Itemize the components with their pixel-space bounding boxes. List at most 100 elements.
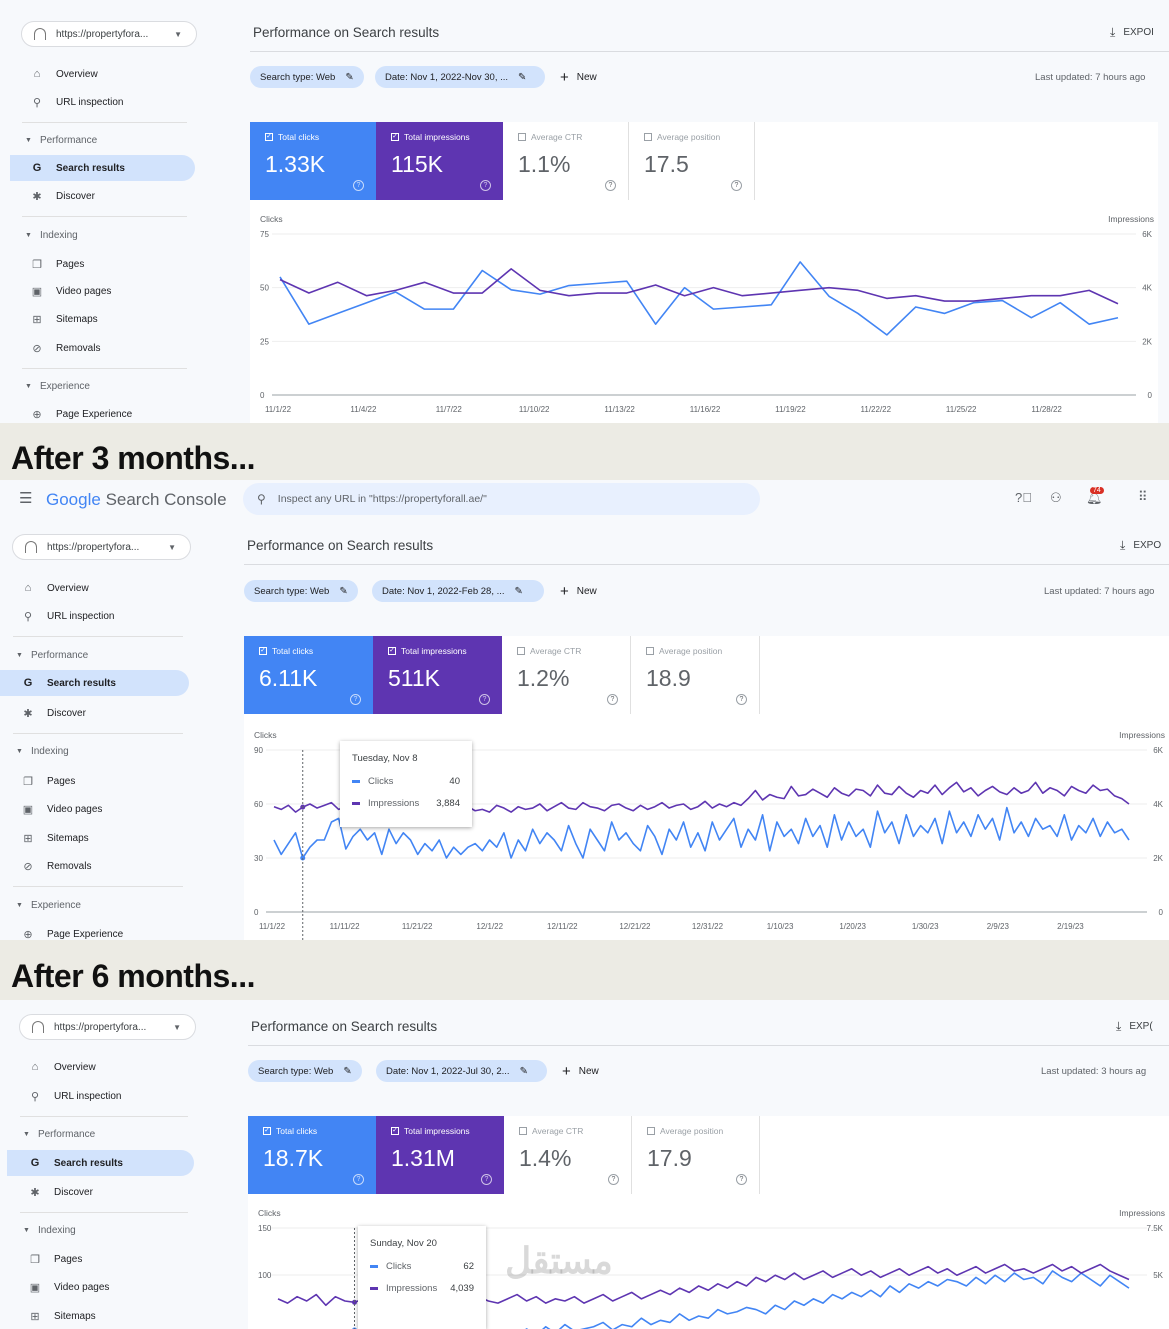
sidebar-item-pages[interactable]: ❐ Pages (28, 1246, 82, 1272)
sidebar-item-discover[interactable]: ✱ Discover (28, 1179, 93, 1205)
help-icon[interactable]: ? (353, 1174, 364, 1185)
metric-total-impressions[interactable]: ✓ Total impressions 511K ? (373, 636, 502, 714)
sidebar-item-removals[interactable]: ⊘ Removals (21, 853, 91, 879)
help-icon[interactable]: ?⃝ (1015, 490, 1032, 505)
sidebar-item-discover[interactable]: ✱ Discover (21, 700, 86, 726)
metric-average-ctr[interactable]: Average CTR 1.2% ? (502, 636, 631, 714)
y-axis-title-clicks: Clicks (260, 214, 283, 224)
section-indexing[interactable]: ▼ Indexing (23, 1225, 76, 1236)
y-tick-label: 4K (1142, 284, 1152, 293)
metric-average-position[interactable]: Average position 17.9 ? (632, 1116, 760, 1194)
clicks-swatch (370, 1265, 378, 1268)
help-icon[interactable]: ? (736, 694, 747, 705)
menu-icon[interactable]: ☰ (19, 490, 33, 507)
sidebar-item-page-experience[interactable]: ⊕ Page Experience (30, 401, 132, 423)
collapse-icon: ▼ (23, 1131, 30, 1138)
sidebar-item-video-pages[interactable]: ▣ Video pages (30, 278, 112, 304)
export-button[interactable]: ⤓ EXPOI (1110, 25, 1154, 40)
sidebar-item-search-results[interactable]: G Search results (10, 155, 195, 181)
performance-chart[interactable]: Clicks Impressions 90 6K 60 4K 30 2K 0 0 11/1/22 11… (244, 728, 1169, 940)
export-button[interactable]: ⤓ EXP( (1116, 1019, 1153, 1034)
metric-total-clicks[interactable]: ✓ Total clicks 18.7K ? (248, 1116, 376, 1194)
performance-chart[interactable]: Clicks Impressions 75 6K 50 4K 25 2K 0 0 11/1/22 11… (250, 212, 1158, 423)
sidebar-item-removals[interactable]: ⊘ Removals (30, 335, 100, 361)
sidebar-item-url-inspection[interactable]: ⚲ URL inspection (21, 603, 114, 629)
help-icon[interactable]: ? (736, 1174, 747, 1185)
help-icon[interactable]: ? (731, 180, 742, 191)
metric-total-clicks[interactable]: ✓ Total clicks 6.11K ? (244, 636, 373, 714)
metric-average-position[interactable]: Average position 18.9 ? (631, 636, 760, 714)
new-filter-button[interactable]: + New (560, 583, 597, 600)
section-performance[interactable]: ▼ Performance (25, 135, 97, 146)
manage-users-icon[interactable]: ⚇ (1050, 490, 1062, 505)
new-filter-button[interactable]: + New (560, 69, 597, 86)
metric-total-impressions[interactable]: ✓ Total impressions 115K ? (376, 122, 503, 200)
asterisk-icon: ✱ (30, 1186, 40, 1199)
google-logo[interactable]: Google Search Console (46, 490, 227, 510)
sidebar-item-page-experience[interactable]: ⊕ Page Experience (21, 921, 123, 941)
sidebar-item-overview[interactable]: ⌂ Overview (30, 61, 98, 87)
section-performance[interactable]: ▼ Performance (23, 1129, 95, 1140)
section-indexing[interactable]: ▼ Indexing (16, 746, 69, 757)
metric-total-clicks[interactable]: ✓ Total clicks 1.33K ? (250, 122, 376, 200)
sidebar-item-overview[interactable]: ⌂ Overview (21, 575, 89, 601)
metric-value: 115K (391, 151, 444, 177)
search-type-filter[interactable]: Search type: Web ✎ (250, 66, 364, 88)
help-icon[interactable]: ? (605, 180, 616, 191)
divider (22, 216, 187, 217)
search-placeholder: Inspect any URL in "https://propertyfora… (277, 493, 487, 505)
chevron-down-icon: ▼ (174, 29, 182, 39)
property-selector[interactable]: https://propertyfora... ▼ (12, 534, 191, 560)
y-tick-label: 25 (260, 337, 269, 346)
help-icon[interactable]: ? (479, 694, 490, 705)
download-icon: ⤓ (1110, 25, 1116, 39)
sidebar-item-search-results[interactable]: G Search results (7, 1150, 194, 1176)
section-indexing[interactable]: ▼ Indexing (25, 230, 78, 241)
section-experience[interactable]: ▼ Experience (25, 381, 90, 392)
sidebar-item-video-pages[interactable]: ▣ Video pages (21, 796, 103, 822)
new-filter-button[interactable]: + New (562, 1063, 599, 1080)
apps-grid-icon[interactable]: ⠿ (1138, 489, 1148, 504)
new-label: New (578, 1066, 599, 1077)
help-icon[interactable]: ? (480, 180, 491, 191)
chevron-down-icon: ▼ (168, 542, 176, 552)
sidebar-item-video-pages[interactable]: ▣ Video pages (28, 1274, 110, 1300)
help-icon[interactable]: ? (608, 1174, 619, 1185)
panel-2: ☰ Google Search Console ⚲ Inspect any UR… (0, 480, 1169, 940)
sidebar-item-search-results[interactable]: G Search results (0, 670, 189, 696)
home-icon: ⌂ (24, 582, 32, 594)
help-icon[interactable]: ? (353, 180, 364, 191)
metric-total-impressions[interactable]: ✓ Total impressions 1.31M ? (376, 1116, 504, 1194)
y-tick-label: 50 (260, 284, 269, 293)
help-icon[interactable]: ? (607, 694, 618, 705)
help-icon[interactable]: ? (481, 1174, 492, 1185)
sidebar-item-url-inspection[interactable]: ⚲ URL inspection (30, 89, 123, 115)
url-inspection-search[interactable]: ⚲ Inspect any URL in "https://propertyfo… (243, 483, 760, 515)
metric-value: 1.4% (519, 1145, 572, 1171)
metric-average-ctr[interactable]: Average CTR 1.1% ? (503, 122, 629, 200)
section-experience[interactable]: ▼ Experience (16, 900, 81, 911)
sidebar-item-sitemaps[interactable]: ⊞ Sitemaps (30, 306, 97, 332)
sidebar-item-pages[interactable]: ❐ Pages (21, 768, 75, 794)
sidebar-item-url-inspection[interactable]: ⚲ URL inspection (28, 1083, 121, 1109)
metric-value: 6.11K (259, 665, 318, 691)
export-button[interactable]: ⤓ EXPO (1120, 538, 1161, 553)
date-filter[interactable]: Date: Nov 1, 2022-Jul 30, 2... ✎ (376, 1060, 547, 1082)
sidebar-item-sitemaps[interactable]: ⊞ Sitemaps (21, 825, 88, 851)
date-filter[interactable]: Date: Nov 1, 2022-Feb 28, ... ✎ (372, 580, 544, 602)
search-type-filter[interactable]: Search type: Web ✎ (248, 1060, 362, 1082)
sidebar-item-discover[interactable]: ✱ Discover (30, 183, 95, 209)
property-selector[interactable]: https://propertyfora... ▼ (21, 21, 197, 47)
performance-chart[interactable]: Clicks Impressions 150 7.5K 100 5K (248, 1206, 1169, 1329)
help-icon[interactable]: ? (350, 694, 361, 705)
sidebar-item-sitemaps[interactable]: ⊞ Sitemaps (28, 1303, 95, 1329)
sidebar-item-overview[interactable]: ⌂ Overview (28, 1054, 96, 1080)
section-performance[interactable]: ▼ Performance (16, 650, 88, 661)
section-label: Experience (39, 381, 90, 392)
sidebar-item-pages[interactable]: ❐ Pages (30, 251, 84, 277)
date-filter[interactable]: Date: Nov 1, 2022-Nov 30, ... ✎ (375, 66, 545, 88)
search-type-filter[interactable]: Search type: Web ✎ (244, 580, 358, 602)
metric-average-ctr[interactable]: Average CTR 1.4% ? (504, 1116, 632, 1194)
property-selector[interactable]: https://propertyfora... ▼ (19, 1014, 196, 1040)
metric-average-position[interactable]: Average position 17.5 ? (629, 122, 755, 200)
